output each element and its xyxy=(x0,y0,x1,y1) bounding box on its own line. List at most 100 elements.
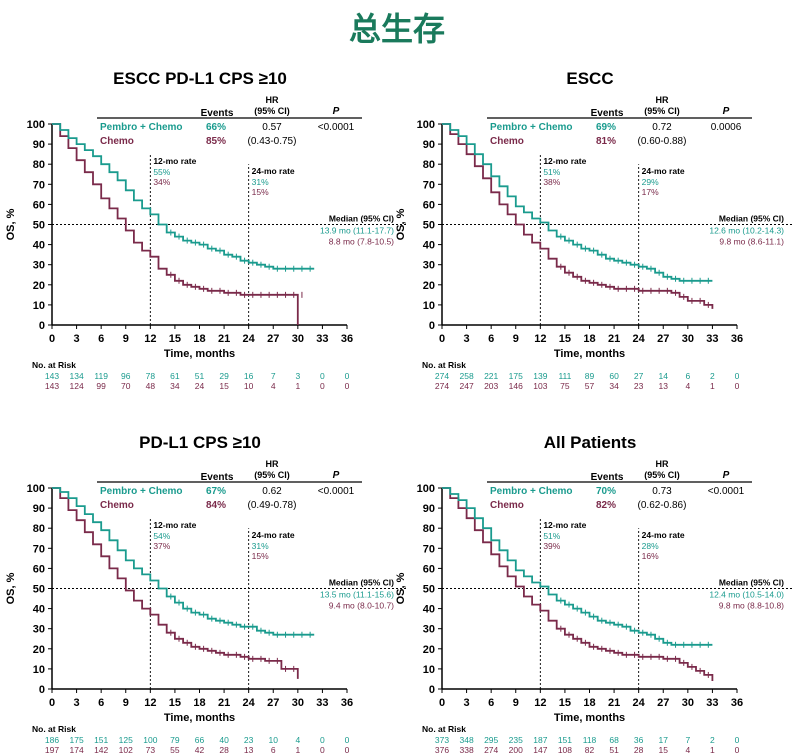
at-risk-chemo-value: 103 xyxy=(533,381,547,391)
at-risk-chemo-value: 51 xyxy=(609,745,619,755)
rate12-chemo: 39% xyxy=(543,541,560,551)
events-pembro: 66% xyxy=(206,122,226,133)
x-tick-label: 30 xyxy=(682,697,694,709)
legend-pembro-chemo: Pembro + Chemo xyxy=(100,122,183,133)
at-risk-pembro-value: 175 xyxy=(509,371,523,381)
at-risk-chemo-value: 142 xyxy=(94,745,108,755)
y-tick-label: 80 xyxy=(423,523,435,535)
at-risk-chemo-value: 376 xyxy=(435,745,449,755)
km-curve-pembro-chemo xyxy=(442,123,713,282)
median-chemo: 9.8 mo (8.8-10.8) xyxy=(719,601,784,611)
y-tick-label: 70 xyxy=(33,179,45,191)
at-risk-pembro-value: 27 xyxy=(634,371,644,381)
hr-ci-value: (0.62-0.86) xyxy=(638,500,687,511)
p-value: 0.0006 xyxy=(711,122,742,133)
x-tick-label: 0 xyxy=(49,333,55,345)
rate24-label: 24-mo rate xyxy=(642,530,685,540)
rate24-chemo: 16% xyxy=(642,551,659,561)
y-tick-label: 90 xyxy=(423,139,435,151)
median-chemo: 8.8 mo (7.8-10.5) xyxy=(329,237,394,247)
y-tick-label: 70 xyxy=(423,543,435,555)
at-risk-pembro-value: 6 xyxy=(685,371,690,381)
x-axis-label: Time, months xyxy=(164,712,235,724)
y-tick-label: 10 xyxy=(423,664,435,676)
rate24-chemo: 17% xyxy=(642,187,659,197)
hr-header: HR xyxy=(266,459,279,469)
x-tick-label: 27 xyxy=(657,697,669,709)
y-tick-label: 10 xyxy=(33,300,45,312)
x-tick-label: 3 xyxy=(464,697,470,709)
at-risk-chemo-value: 124 xyxy=(69,381,83,391)
y-tick-label: 0 xyxy=(39,320,45,332)
at-risk-pembro-value: 14 xyxy=(659,371,669,381)
x-tick-label: 24 xyxy=(243,333,256,345)
at-risk-pembro-value: 235 xyxy=(509,735,523,745)
rate12-pembro: 55% xyxy=(153,167,170,177)
at-risk-pembro-value: 143 xyxy=(45,371,59,381)
y-tick-label: 60 xyxy=(423,199,435,211)
at-risk-chemo-value: 0 xyxy=(320,745,325,755)
at-risk-label: No. at Risk xyxy=(422,360,466,370)
at-risk-pembro-value: 78 xyxy=(146,371,156,381)
at-risk-pembro-value: 0 xyxy=(735,735,740,745)
at-risk-chemo-value: 57 xyxy=(585,381,595,391)
chart-title: PD-L1 CPS ≥10 xyxy=(139,433,261,452)
x-axis-label: Time, months xyxy=(164,348,235,360)
y-axis-label: OS, % xyxy=(5,208,17,240)
x-tick-label: 0 xyxy=(439,333,445,345)
y-tick-label: 40 xyxy=(33,604,45,616)
median-pembro: 12.4 mo (10.5-14.0) xyxy=(709,590,784,600)
at-risk-chemo-value: 0 xyxy=(345,381,350,391)
km-panel-escc: ESCC Events HR(95% CI) P Pembro + Chemo Chemo… xyxy=(395,69,794,391)
at-risk-chemo-value: 108 xyxy=(558,745,572,755)
at-risk-chemo-value: 75 xyxy=(560,381,570,391)
at-risk-chemo-value: 274 xyxy=(484,745,498,755)
y-axis-label: OS, % xyxy=(5,572,17,604)
at-risk-pembro-value: 258 xyxy=(459,371,473,381)
rate24-pembro: 29% xyxy=(642,177,659,187)
x-tick-label: 9 xyxy=(513,333,519,345)
median-label: Median (95% CI) xyxy=(329,214,394,224)
at-risk-chemo-value: 200 xyxy=(509,745,523,755)
events-chemo: 84% xyxy=(206,500,226,511)
hr-value: 0.62 xyxy=(262,486,282,497)
at-risk-chemo-value: 13 xyxy=(244,745,254,755)
at-risk-chemo-value: 4 xyxy=(271,381,276,391)
y-axis-label: OS, % xyxy=(395,572,407,604)
at-risk-chemo-value: 24 xyxy=(195,381,205,391)
chart-title: ESCC xyxy=(566,69,613,88)
at-risk-chemo-value: 0 xyxy=(320,381,325,391)
events-pembro: 67% xyxy=(206,486,226,497)
at-risk-chemo-value: 15 xyxy=(219,381,229,391)
y-tick-label: 70 xyxy=(33,543,45,555)
rate12-label: 12-mo rate xyxy=(153,156,196,166)
y-tick-label: 90 xyxy=(423,503,435,515)
x-tick-label: 30 xyxy=(682,333,694,345)
at-risk-pembro-value: 118 xyxy=(583,735,597,745)
p-header: P xyxy=(333,470,340,481)
x-tick-label: 33 xyxy=(316,333,328,345)
at-risk-chemo-value: 55 xyxy=(170,745,180,755)
y-tick-label: 100 xyxy=(417,483,435,495)
p-header: P xyxy=(723,470,730,481)
at-risk-pembro-value: 119 xyxy=(94,371,108,381)
at-risk-pembro-value: 373 xyxy=(435,735,449,745)
legend-chemo: Chemo xyxy=(490,500,524,511)
at-risk-pembro-value: 111 xyxy=(558,371,571,381)
p-value: <0.0001 xyxy=(318,486,355,497)
x-tick-label: 18 xyxy=(193,333,205,345)
y-tick-label: 10 xyxy=(33,664,45,676)
y-tick-label: 30 xyxy=(423,624,435,636)
at-risk-chemo-value: 73 xyxy=(146,745,156,755)
x-tick-label: 33 xyxy=(706,697,718,709)
hr-ci-value: (0.49-0.78) xyxy=(248,500,297,511)
y-tick-label: 30 xyxy=(423,260,435,272)
hr-ci-value: (0.60-0.88) xyxy=(638,136,687,147)
events-header: Events xyxy=(591,472,624,483)
y-axis-label: OS, % xyxy=(395,208,407,240)
hr-value: 0.72 xyxy=(652,122,672,133)
x-tick-label: 12 xyxy=(534,333,546,345)
km-panel-escc-cps10: ESCC PD-L1 CPS ≥10 Events HR(95% CI) P Pembr… xyxy=(5,69,407,391)
y-tick-label: 20 xyxy=(33,644,45,656)
x-tick-label: 18 xyxy=(583,697,595,709)
